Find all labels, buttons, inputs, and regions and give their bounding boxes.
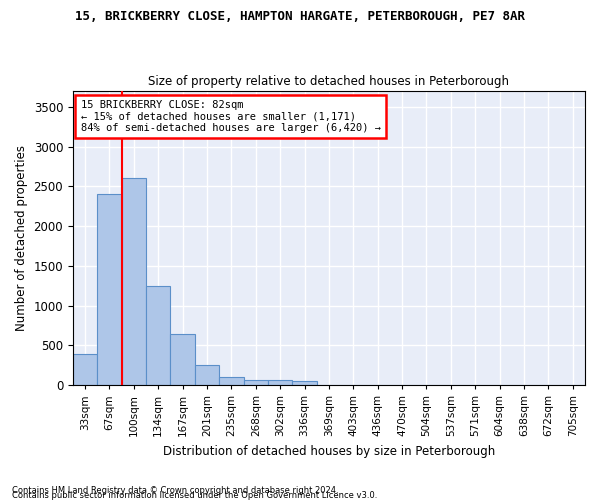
Y-axis label: Number of detached properties: Number of detached properties <box>15 145 28 331</box>
Bar <box>73 354 97 385</box>
X-axis label: Distribution of detached houses by size in Peterborough: Distribution of detached houses by size … <box>163 444 495 458</box>
Bar <box>170 334 195 385</box>
Text: Contains public sector information licensed under the Open Government Licence v3: Contains public sector information licen… <box>12 490 377 500</box>
Bar <box>219 377 244 385</box>
Bar <box>122 178 146 385</box>
Bar <box>268 380 292 385</box>
Bar <box>292 382 317 385</box>
Bar <box>146 286 170 385</box>
Bar <box>97 194 122 385</box>
Text: 15, BRICKBERRY CLOSE, HAMPTON HARGATE, PETERBOROUGH, PE7 8AR: 15, BRICKBERRY CLOSE, HAMPTON HARGATE, P… <box>75 10 525 23</box>
Bar <box>244 380 268 385</box>
Title: Size of property relative to detached houses in Peterborough: Size of property relative to detached ho… <box>148 76 509 88</box>
Text: 15 BRICKBERRY CLOSE: 82sqm
← 15% of detached houses are smaller (1,171)
84% of s: 15 BRICKBERRY CLOSE: 82sqm ← 15% of deta… <box>80 100 380 133</box>
Bar <box>195 365 219 385</box>
Text: Contains HM Land Registry data © Crown copyright and database right 2024.: Contains HM Land Registry data © Crown c… <box>12 486 338 495</box>
